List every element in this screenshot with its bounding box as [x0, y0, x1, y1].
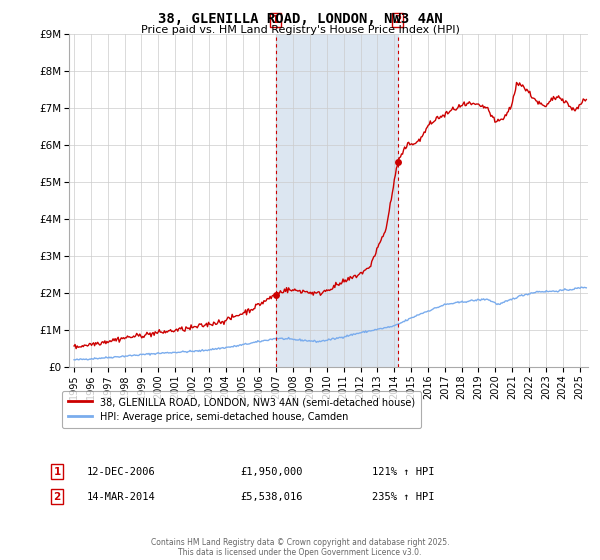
Legend: 38, GLENILLA ROAD, LONDON, NW3 4AN (semi-detached house), HPI: Average price, se: 38, GLENILLA ROAD, LONDON, NW3 4AN (semi…: [62, 391, 421, 428]
Text: 38, GLENILLA ROAD, LONDON, NW3 4AN: 38, GLENILLA ROAD, LONDON, NW3 4AN: [158, 12, 442, 26]
Text: 235% ↑ HPI: 235% ↑ HPI: [372, 492, 434, 502]
Text: Contains HM Land Registry data © Crown copyright and database right 2025.
This d: Contains HM Land Registry data © Crown c…: [151, 538, 449, 557]
Bar: [275, 34, 398, 367]
Text: £1,950,000: £1,950,000: [240, 466, 302, 477]
Text: 1: 1: [53, 466, 61, 477]
Text: 2: 2: [394, 15, 401, 25]
Text: 14-MAR-2014: 14-MAR-2014: [87, 492, 156, 502]
Text: 121% ↑ HPI: 121% ↑ HPI: [372, 466, 434, 477]
Text: 12-DEC-2006: 12-DEC-2006: [87, 466, 156, 477]
Text: 2: 2: [53, 492, 61, 502]
Text: Price paid vs. HM Land Registry's House Price Index (HPI): Price paid vs. HM Land Registry's House …: [140, 25, 460, 35]
Text: £5,538,016: £5,538,016: [240, 492, 302, 502]
Text: 1: 1: [272, 15, 279, 25]
